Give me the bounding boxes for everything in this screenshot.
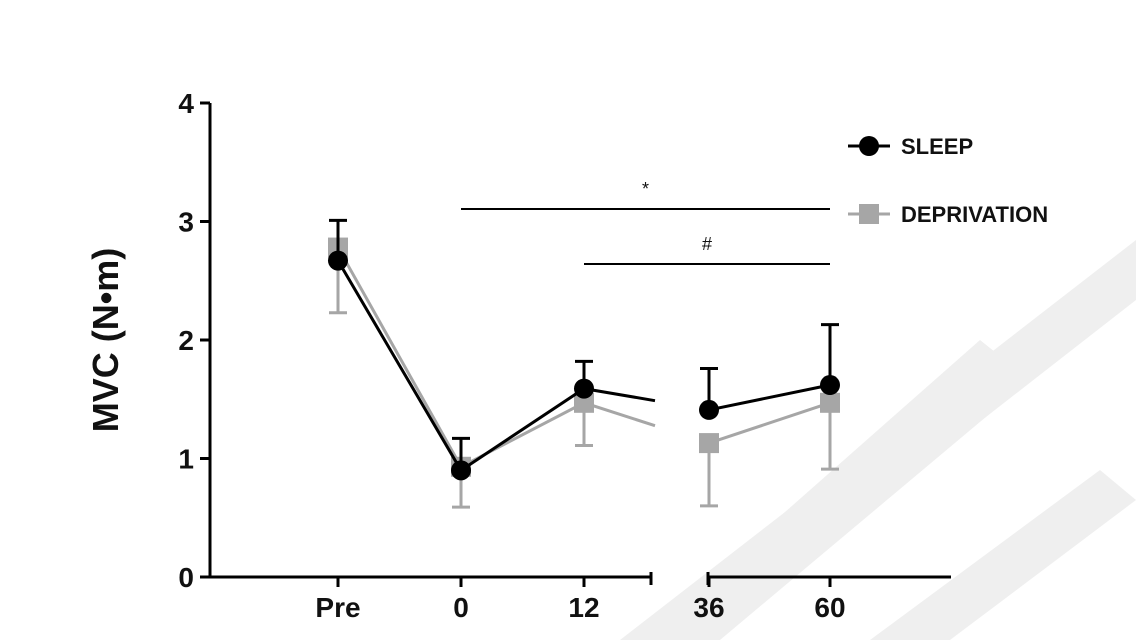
data-series: [328, 218, 840, 509]
series-line-right: [708, 401, 831, 445]
significance-label: *: [642, 179, 649, 199]
x-tick-label: 12: [568, 592, 599, 623]
x-tick-label: Pre: [315, 592, 360, 623]
significance-bars: *#: [461, 179, 830, 265]
y-axis-ticks: 0 1 2 3 4: [178, 88, 210, 593]
data-point: [820, 375, 840, 396]
x-axis-ticks: Pre 0 12 36 60: [315, 577, 846, 623]
significance-label: #: [702, 234, 712, 254]
y-axis-label: MVC (N•m): [85, 248, 126, 433]
data-point: [574, 392, 594, 413]
data-point: [820, 392, 840, 413]
watermark: [620, 240, 1136, 640]
y-tick-label: 3: [178, 207, 194, 238]
legend-marker: [859, 136, 879, 156]
legend-marker: [859, 204, 879, 224]
series-line-right: [708, 383, 831, 412]
y-tick-label: 1: [178, 444, 194, 475]
x-tick-label: 60: [814, 592, 845, 623]
x-tick-label: 0: [453, 592, 469, 623]
series-line-left: [336, 259, 656, 473]
y-tick-label: 0: [178, 562, 194, 593]
x-tick-label: 36: [693, 592, 724, 623]
legend: SLEEP DEPRIVATION: [848, 134, 1048, 227]
data-point: [328, 250, 348, 271]
series-line-left: [336, 246, 656, 469]
data-point: [699, 433, 719, 454]
y-tick-label: 2: [178, 325, 194, 356]
y-tick-label: 4: [178, 88, 194, 119]
legend-item: SLEEP: [848, 134, 973, 159]
data-point: [699, 399, 719, 420]
data-point: [451, 460, 471, 481]
legend-label: DEPRIVATION: [901, 202, 1048, 227]
legend-label: SLEEP: [901, 134, 973, 159]
data-point: [574, 378, 594, 399]
series-sleep: [328, 218, 840, 481]
legend-item: DEPRIVATION: [848, 202, 1048, 227]
